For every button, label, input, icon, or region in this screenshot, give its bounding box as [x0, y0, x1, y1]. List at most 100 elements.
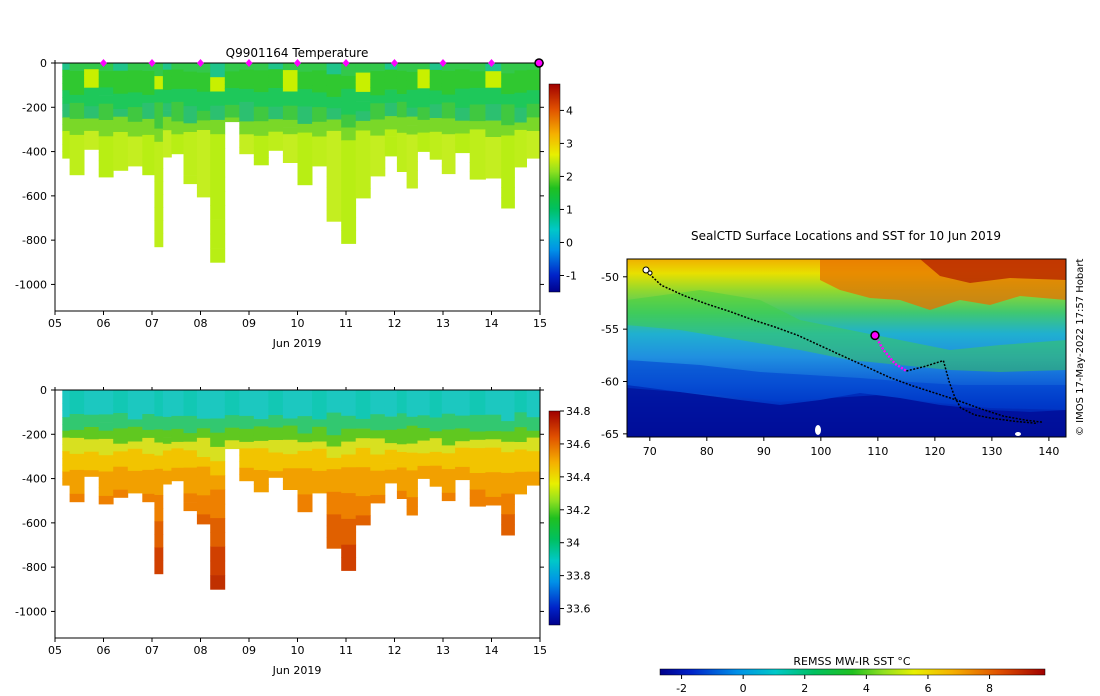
heatmap-cell — [370, 143, 386, 153]
heatmap-cell — [98, 495, 114, 505]
heatmap-cell — [406, 407, 418, 418]
heatmap-cell — [297, 97, 313, 107]
heatmap-cell — [384, 396, 398, 404]
heatmap-cell — [341, 402, 357, 417]
heatmap-cell — [417, 107, 430, 114]
heatmap-cell — [429, 138, 443, 146]
heatmap-cell — [239, 108, 255, 116]
x-tick-label: 15 — [533, 317, 547, 330]
heatmap-cell — [84, 470, 100, 477]
heatmap-cell — [171, 88, 184, 96]
heatmap-cell — [469, 448, 486, 457]
heatmap-cell — [455, 473, 471, 481]
heatmap-cell — [268, 138, 284, 145]
heatmap-cell — [127, 441, 143, 450]
heatmap-cell — [62, 131, 70, 139]
heatmap-cell — [326, 108, 342, 120]
map-y-tick-label: -60 — [601, 376, 619, 389]
heatmap-cell — [526, 69, 540, 77]
heatmap-cell — [171, 63, 184, 70]
heatmap-cell — [341, 493, 357, 507]
heatmap-cell — [268, 427, 284, 435]
heatmap-cell — [341, 518, 357, 533]
heatmap-cell — [355, 82, 371, 93]
heatmap-cell — [455, 409, 471, 416]
heatmap-cell — [127, 136, 143, 145]
heatmap-cell — [253, 477, 269, 485]
heatmap-cell — [326, 537, 342, 549]
heatmap-cell — [526, 424, 540, 432]
x-tick-label: 10 — [291, 317, 305, 330]
heatmap-cell — [341, 204, 357, 219]
heatmap-cell — [455, 69, 471, 77]
current-profile-marker — [534, 58, 544, 68]
heatmap-cell — [297, 123, 313, 133]
heatmap-cell — [183, 459, 198, 468]
heatmap-cell — [441, 413, 456, 422]
heatmap-cell — [253, 121, 269, 129]
heatmap-cell — [224, 394, 240, 399]
colorbar-tick-label: 3 — [566, 137, 573, 150]
heatmap-cell — [441, 110, 456, 119]
heatmap-cell — [396, 140, 407, 149]
heatmap-cell — [196, 447, 211, 458]
heatmap-cell — [98, 128, 114, 137]
heatmap-cell — [355, 111, 371, 122]
heatmap-cell — [469, 464, 486, 474]
heatmap-cell — [514, 404, 527, 413]
heatmap-cell — [455, 114, 471, 121]
heatmap-cell — [441, 102, 456, 111]
heatmap-cell — [162, 123, 172, 131]
heatmap-cell — [154, 429, 164, 443]
heatmap-cell — [396, 452, 407, 461]
heatmap-cell — [384, 403, 398, 411]
heatmap-cell — [526, 76, 540, 84]
heatmap-cell — [370, 422, 386, 431]
heatmap-cell — [84, 408, 100, 416]
heatmap-cell — [384, 89, 398, 97]
x-tick-label: 06 — [97, 644, 111, 657]
heatmap-cell — [142, 166, 155, 176]
heatmap-cell — [297, 398, 313, 408]
heatmap-cell — [84, 439, 100, 446]
heatmap-cell — [355, 486, 371, 497]
heatmap-cell — [441, 63, 456, 72]
heatmap-cell — [113, 489, 129, 498]
heatmap-cell — [171, 82, 184, 90]
heatmap-cell — [526, 97, 540, 105]
surface-profile-marker — [148, 59, 156, 67]
heatmap-cell — [62, 478, 70, 486]
heatmap-cell — [282, 411, 298, 419]
heatmap-cell — [98, 487, 114, 497]
heatmap-cell — [239, 454, 255, 462]
heatmap-cell — [183, 476, 198, 486]
heatmap-cell — [210, 77, 226, 92]
heatmap-cell — [370, 454, 386, 463]
heatmap-cell — [224, 109, 240, 114]
heatmap-cell — [62, 424, 70, 432]
heatmap-cell — [162, 136, 172, 144]
heatmap-cell — [113, 70, 129, 79]
heatmap-cell — [196, 409, 211, 420]
heatmap-cell — [142, 94, 155, 104]
heatmap-cell — [253, 462, 269, 471]
heatmap-cell — [268, 402, 284, 410]
heatmap-cell — [396, 94, 407, 103]
heatmap-cell — [326, 446, 342, 459]
heatmap-cell — [253, 404, 269, 413]
surface-profile-marker — [488, 59, 495, 67]
heatmap-cell — [239, 140, 255, 148]
heatmap-cell — [384, 102, 398, 110]
heatmap-cell — [384, 96, 398, 104]
heatmap-cell — [355, 140, 371, 151]
heatmap-cell — [113, 93, 129, 102]
heatmap-cell — [417, 396, 430, 403]
heatmap-cell — [224, 444, 240, 450]
heatmap-cell — [297, 416, 313, 426]
heatmap-cell — [341, 153, 357, 167]
heatmap-cell — [514, 92, 527, 101]
heatmap-cell — [455, 75, 471, 83]
heatmap-cell — [196, 187, 211, 198]
y-tick-label: -800 — [22, 561, 47, 574]
heatmap-cell — [239, 147, 255, 155]
